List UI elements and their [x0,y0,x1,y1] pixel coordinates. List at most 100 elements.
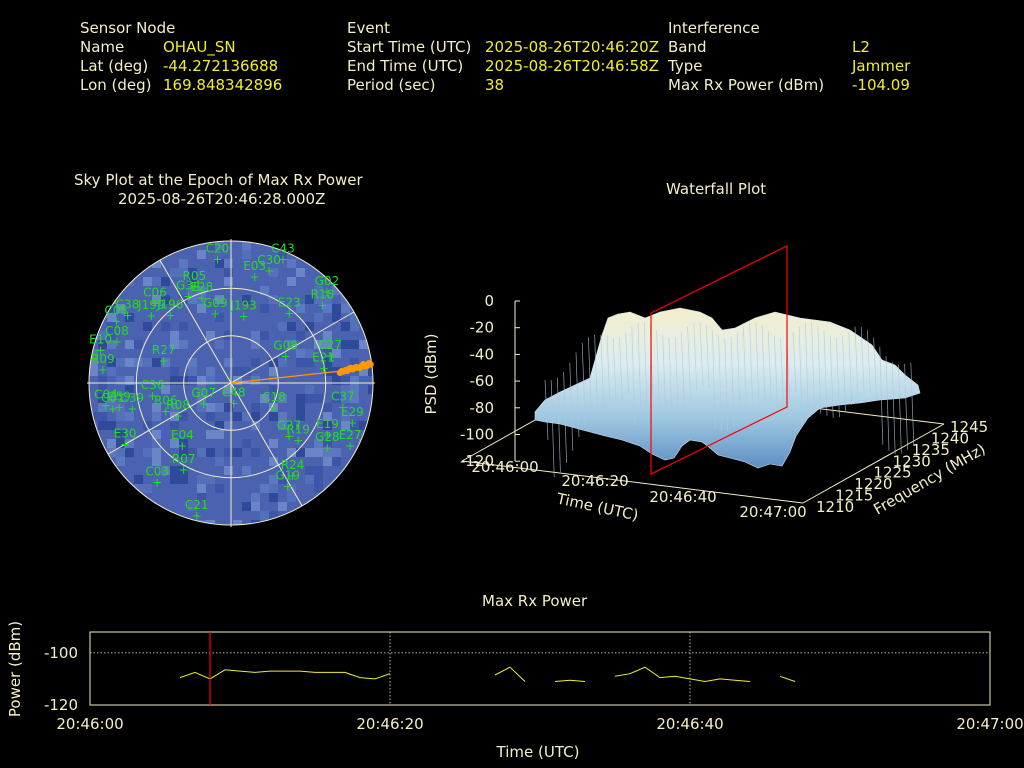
sky-heat-tile [107,367,116,376]
sky-heat-tile [125,439,134,448]
sky-heat-tile [116,457,125,466]
sky-heat-tile [341,322,350,331]
satellite-label: C04 [94,388,118,402]
satellite-label: R24 [281,458,305,472]
waterfall-z-tick-label: -120 [460,452,494,470]
sky-heat-tile [224,403,233,412]
sky-heat-tile [323,457,332,466]
sky-heat-tile [233,376,242,385]
power-chart-xlabel: Time (UTC) [496,743,580,761]
sky-heat-tile [179,466,188,475]
sky-heat-tile [260,394,269,403]
sky-heat-tile [152,358,161,367]
sky-heat-tile [170,331,179,340]
sky-heat-tile [206,466,215,475]
satellite-marker: + [150,297,160,311]
sky-heat-tile [98,412,107,421]
waterfall-surface-stroke [718,335,722,432]
waterfall-surface-stroke [805,322,809,417]
sky-heat-tile [197,295,206,304]
sky-heat-tile [305,394,314,403]
satellite-marker: + [288,469,298,483]
sky-heat-tile [197,376,206,385]
waterfall-surface-stroke [792,332,797,393]
satellite-marker: + [269,401,279,415]
satellite-marker: + [239,310,249,324]
sky-heat-tile [332,421,341,430]
sky-heat-tile [350,394,359,403]
waterfall-surface-stroke [606,335,611,406]
sky-heat-tile [314,439,323,448]
interference-power-value: -104.09 [852,76,910,94]
sky-heat-tile [125,340,134,349]
sky-heat-tile [116,412,125,421]
sky-heat-tile [179,475,188,484]
sky-heat-tile [296,403,305,412]
sky-heat-tile [116,439,125,448]
interference-title: Interference [668,19,760,37]
sky-heat-tile [323,349,332,358]
sky-heat-tile [188,457,197,466]
waterfall-surface-stroke [619,336,623,401]
sky-heat-tile [224,385,233,394]
sky-heat-tile [161,277,170,286]
sky-heat-tile [179,259,188,268]
satellite-marker: + [210,307,220,321]
sky-heat-tile [305,403,314,412]
satellite-label: C38 [116,298,140,312]
satellite-marker: + [152,475,162,489]
sky-heat-tile [323,412,332,421]
satellite-marker: + [283,479,293,493]
satellite-label: C05 [104,304,128,318]
sky-heat-tile [368,367,373,376]
sky-heat-tile [341,421,350,430]
power-chart-title: Max Rx Power [482,592,588,610]
sky-heat-tile [125,448,134,457]
satellite-marker: + [112,335,122,349]
sky-heat-tile [260,484,269,493]
waterfall-surface-stroke [860,326,865,394]
power-chart-frame [89,631,991,706]
satellite-marker: + [179,463,189,477]
sky-heat-tile [233,367,242,376]
sky-heat-tile [251,403,260,412]
sky-heat-tile [314,448,323,457]
sky-heat-tile [323,340,332,349]
sky-heat-tile [116,304,125,313]
sky-heat-tile [323,439,332,448]
sky-heat-tile [179,448,188,457]
satellite-marker: + [317,299,327,313]
sky-heat-tile [188,448,197,457]
satellite-label: C37 [331,390,355,404]
satellite-marker: + [123,309,133,323]
sky-heat-tile [116,448,125,457]
sky-heat-tile [278,466,287,475]
power-series-segment [779,675,796,682]
satellite-label: C06 [143,286,167,300]
sky-heat-tile [323,367,332,376]
sky-heat-tile [107,421,116,430]
sky-heat-tile [197,448,206,457]
event-period-label: Period (sec) [347,76,436,94]
sky-heat-tile [170,367,179,376]
power-series-segment [614,666,691,680]
sky-heat-tile [278,502,287,511]
sky-heat-tile [179,340,188,349]
waterfall-surface-stroke [730,336,735,427]
waterfall-surface-stroke [774,335,778,405]
interference-band-label: Band [668,38,707,56]
sky-heat-tile [170,412,179,421]
satellite-label: E23 [278,295,301,309]
sky-heat-tile [197,250,206,259]
sky-heat-tile [341,385,350,394]
sky-heat-tile [125,313,134,322]
waterfall-surface-stroke [674,336,679,414]
sky-heat-tile [197,493,206,502]
sky-heat-tile [179,295,188,304]
waterfall-surface-stroke [712,330,716,430]
satellite-label: G34 [176,278,201,292]
waterfall-surface-stroke [842,336,846,413]
power-chart-ylabel: Power (dBm) [6,621,24,717]
sky-heat-tile [161,466,170,475]
